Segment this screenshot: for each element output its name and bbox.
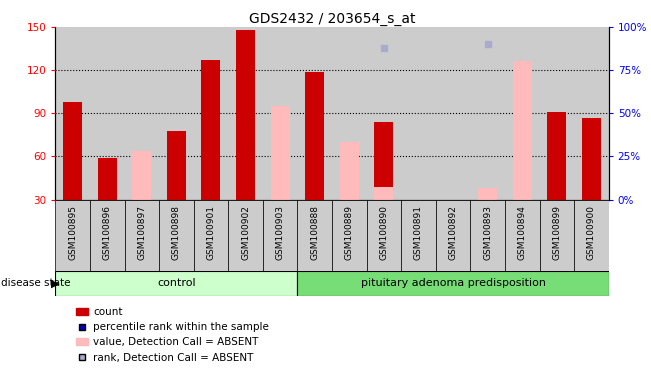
Bar (229, 200, 263, 271)
Bar (547, 112, 566, 200)
Bar (298, 271, 609, 296)
Bar (194, 200, 229, 271)
Bar (374, 122, 393, 200)
Text: GSM100900: GSM100900 (587, 205, 596, 260)
Bar (513, 61, 532, 200)
Bar (167, 131, 186, 200)
Bar (236, 30, 255, 200)
Text: ▶: ▶ (51, 278, 59, 288)
Bar (470, 200, 505, 271)
Text: GSM100896: GSM100896 (103, 205, 112, 260)
Bar (367, 200, 401, 271)
Bar (263, 200, 298, 271)
Bar (90, 200, 124, 271)
Bar (582, 118, 601, 200)
Bar (159, 200, 194, 271)
Title: GDS2432 / 203654_s_at: GDS2432 / 203654_s_at (249, 12, 415, 26)
Text: control: control (157, 278, 196, 288)
Text: GSM100894: GSM100894 (518, 205, 527, 260)
Text: GSM100901: GSM100901 (206, 205, 215, 260)
Bar (574, 200, 609, 271)
Text: GSM100895: GSM100895 (68, 205, 77, 260)
Bar (55, 271, 298, 296)
Bar (332, 200, 367, 271)
Bar (436, 200, 470, 271)
Bar (98, 158, 117, 200)
Bar (305, 71, 324, 200)
Bar (201, 60, 221, 200)
Text: GSM100899: GSM100899 (552, 205, 561, 260)
Bar (505, 200, 540, 271)
Text: GSM100890: GSM100890 (380, 205, 389, 260)
Bar (401, 200, 436, 271)
Bar (124, 200, 159, 271)
Bar (478, 188, 497, 200)
Text: pituitary adenoma predisposition: pituitary adenoma predisposition (361, 278, 546, 288)
Bar (271, 106, 290, 200)
Bar (132, 151, 151, 200)
Text: GSM100903: GSM100903 (275, 205, 284, 260)
Bar (63, 102, 82, 200)
Text: GSM100888: GSM100888 (311, 205, 319, 260)
Text: GSM100892: GSM100892 (449, 205, 458, 260)
Bar (540, 200, 574, 271)
Text: GSM100898: GSM100898 (172, 205, 181, 260)
Bar (340, 142, 359, 200)
Legend: count, percentile rank within the sample, value, Detection Call = ABSENT, rank, : count, percentile rank within the sample… (72, 303, 273, 367)
Text: GSM100897: GSM100897 (137, 205, 146, 260)
Text: GSM100891: GSM100891 (414, 205, 423, 260)
Bar (374, 187, 393, 200)
Bar (55, 200, 90, 271)
Text: GSM100893: GSM100893 (483, 205, 492, 260)
Text: disease state: disease state (1, 278, 70, 288)
Text: GSM100889: GSM100889 (345, 205, 353, 260)
Bar (298, 200, 332, 271)
Text: GSM100902: GSM100902 (241, 205, 250, 260)
